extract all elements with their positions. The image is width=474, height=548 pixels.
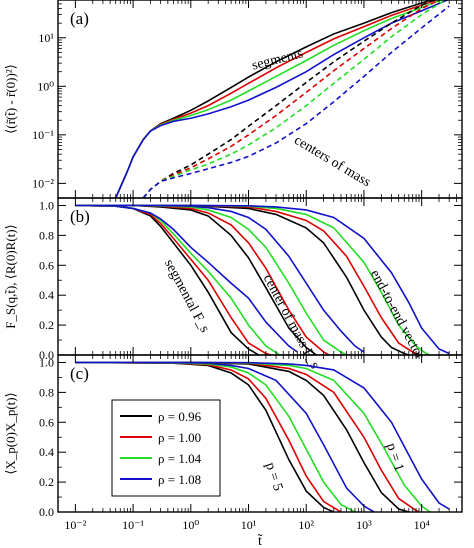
x-tick-label: 10⁰ bbox=[182, 518, 199, 532]
series-group bbox=[75, 204, 450, 355]
series-line bbox=[75, 204, 365, 353]
y-tick-label: 0.4 bbox=[39, 288, 54, 302]
x-tick-label: 10³ bbox=[356, 518, 372, 532]
annotation: p = 5 bbox=[262, 461, 285, 493]
y-tick-label: 1.0 bbox=[39, 355, 54, 369]
y-axis-label: ⟨X_p(0)X_p(t)⟩ bbox=[3, 392, 18, 474]
y-tick-label: 0.0 bbox=[39, 505, 54, 519]
series-line bbox=[114, 0, 434, 198]
legend-label: ρ = 1.04 bbox=[158, 451, 202, 466]
y-tick-label: 0.6 bbox=[39, 415, 54, 429]
series-line bbox=[75, 204, 317, 355]
annotation: centers of mass bbox=[291, 133, 373, 190]
y-tick-label: 10¹ bbox=[38, 31, 54, 45]
x-tick-label: 10⁻¹ bbox=[122, 518, 144, 532]
panel-label: (c) bbox=[70, 364, 89, 383]
x-tick-label: 10² bbox=[298, 518, 314, 532]
x-tick-label: 10⁻² bbox=[64, 518, 86, 532]
x-axis-label: t̃ bbox=[258, 534, 263, 548]
panel-label: (a) bbox=[70, 9, 89, 28]
y-tick-label: 0.4 bbox=[39, 445, 54, 459]
panel-b: 0.0 0.2 0.4 0.6 0.8 1.0 (b) F_S(q,t̃), ⟨R(0)R(t… bbox=[3, 197, 463, 371]
y-tick-label: 1.0 bbox=[39, 198, 54, 212]
y-tick-label: 10⁻² bbox=[32, 176, 54, 190]
series-line bbox=[75, 204, 298, 353]
y-tick-label: 0.8 bbox=[39, 385, 54, 399]
panel-a: 10⁻² 10⁻¹ 10⁰ 10¹ (a) ⟨(r̃(t̃) - r̃(0))²⟩ segm… bbox=[3, 0, 463, 199]
annotation: p = 1 bbox=[383, 441, 406, 473]
series-line bbox=[142, 5, 450, 198]
series-line bbox=[114, 0, 439, 198]
legend-label: ρ = 1.00 bbox=[158, 430, 201, 445]
series-line bbox=[142, 0, 442, 198]
series-line bbox=[75, 361, 450, 510]
y-tick-label: 10⁻¹ bbox=[32, 128, 54, 142]
y-tick-label: 0.6 bbox=[39, 258, 54, 272]
plot-frame bbox=[57, 354, 463, 513]
y-tick-label: 0.0 bbox=[39, 348, 54, 362]
series-line bbox=[75, 204, 450, 355]
panel-c: 0.0 0.2 0.4 0.6 0.8 1.0 (c) ⟨X_p(0)X_p(t)⟩p = 5… bbox=[3, 354, 463, 548]
legend-label: ρ = 1.08 bbox=[158, 472, 201, 487]
plot-frame bbox=[57, 0, 463, 199]
x-tick-label: 10⁴ bbox=[414, 518, 430, 532]
series-line bbox=[114, 0, 444, 198]
legend: ρ = 0.96 ρ = 1.00 ρ = 1.04 ρ = 1.08 bbox=[111, 399, 221, 497]
y-tick-label: 0.8 bbox=[39, 228, 54, 242]
series-line bbox=[75, 204, 410, 355]
panel-label: (b) bbox=[70, 207, 90, 226]
y-tick-label: 0.2 bbox=[39, 318, 54, 332]
series-group bbox=[75, 361, 450, 512]
y-axis-label: ⟨(r̃(t̃) - r̃(0))²⟩ bbox=[3, 64, 18, 134]
y-axis-label: F_S(q,t̃), ⟨R(0)R(t)⟩ bbox=[3, 224, 18, 328]
legend-label: ρ = 0.96 bbox=[158, 409, 202, 424]
x-tick-label: 10¹ bbox=[241, 518, 257, 532]
y-tick-label: 10⁰ bbox=[37, 79, 54, 93]
series-group bbox=[114, 0, 450, 198]
annotation: segments bbox=[250, 46, 304, 73]
y-tick-label: 0.2 bbox=[39, 475, 54, 489]
annotation: segmental F_s bbox=[161, 257, 212, 335]
series-line bbox=[114, 0, 450, 198]
